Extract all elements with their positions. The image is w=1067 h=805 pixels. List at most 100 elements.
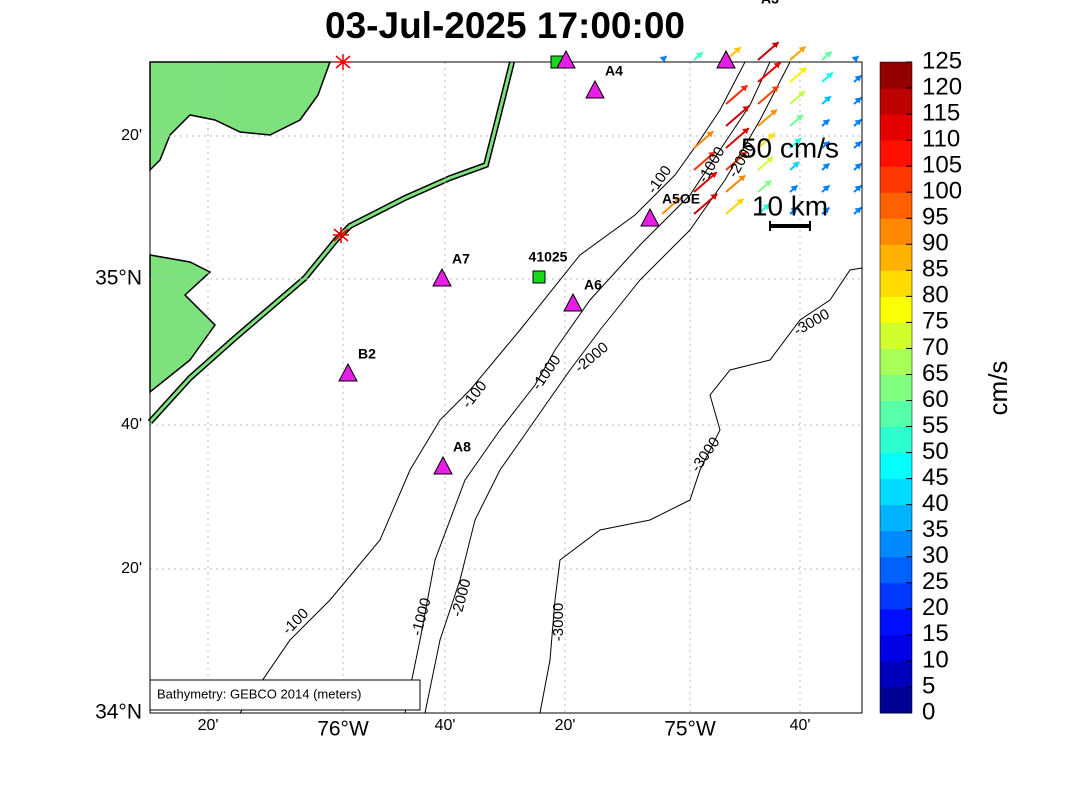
colorbar-segment xyxy=(880,608,912,636)
colorbar-tick-label: 115 xyxy=(922,99,960,126)
vector-head xyxy=(773,62,781,69)
x-tick-label: 20' xyxy=(198,717,219,734)
vector-head xyxy=(798,46,806,53)
y-tick-label: 35°N xyxy=(95,267,142,290)
buoy-marker xyxy=(532,270,546,284)
station-marker xyxy=(640,207,660,227)
contour-label: -3000 xyxy=(550,603,567,641)
colorbar-tick-label: 20 xyxy=(922,594,949,621)
map-area xyxy=(150,62,862,713)
markers xyxy=(333,49,576,243)
colorbar-tick-label: 15 xyxy=(922,620,949,647)
vector-head xyxy=(794,138,802,145)
distance-scale: 10 km xyxy=(752,190,828,221)
title: 03-Jul-2025 17:00:00 xyxy=(325,5,685,46)
vector-head xyxy=(710,193,718,200)
colorbar-tick-label: 65 xyxy=(922,360,949,387)
colorbar-tick-label: 95 xyxy=(922,204,949,231)
station-marker xyxy=(563,292,583,312)
current-vectors xyxy=(659,41,863,215)
vector-head xyxy=(706,131,714,138)
colorbar-label: cm/s xyxy=(983,361,1013,416)
colorbar-segment xyxy=(880,218,912,245)
colorbar-segment xyxy=(880,556,912,584)
vector-head xyxy=(762,204,770,211)
vector-head xyxy=(768,133,776,140)
vector-head xyxy=(822,207,830,214)
vector-head xyxy=(764,180,772,187)
x-tick-label: 40' xyxy=(790,717,811,734)
note-box xyxy=(149,679,421,711)
station-marker xyxy=(716,49,736,69)
vector-head xyxy=(792,161,800,168)
station-label: A8 xyxy=(453,439,471,455)
x-tick-label: 75°W xyxy=(664,718,716,741)
vector-head xyxy=(854,141,862,148)
colorbar-tick-label: 0 xyxy=(922,698,935,725)
colorbar-tick-label: 110 xyxy=(922,125,960,152)
x-tick-label: 40' xyxy=(435,717,456,734)
vector-head xyxy=(659,56,667,63)
station-label: A5OE xyxy=(662,191,700,207)
vector-head xyxy=(790,207,798,214)
vector-head xyxy=(822,163,830,170)
y-tick-label: 34°N xyxy=(95,701,142,724)
vector-head xyxy=(769,109,777,116)
colorbar-tick-label: 100 xyxy=(922,178,962,205)
velocity-scale: 50 cm/s xyxy=(741,132,839,163)
colorbar-segment xyxy=(880,88,912,115)
vector-head xyxy=(771,42,779,49)
x-tick-label: 76°W xyxy=(317,718,369,741)
vector-head xyxy=(799,67,807,74)
colorbar-segment xyxy=(880,530,912,558)
colorbar-segment xyxy=(880,634,912,662)
colorbar-segment xyxy=(880,582,912,610)
colorbar-tick-label: 10 xyxy=(922,646,949,673)
vector-head xyxy=(695,52,703,59)
vector-head xyxy=(771,86,779,93)
vector-head xyxy=(825,72,833,79)
vector-head xyxy=(738,175,746,182)
vector-head xyxy=(854,185,862,192)
vector-head xyxy=(733,47,741,54)
colorbar-segment xyxy=(880,686,912,714)
vector-head xyxy=(742,105,750,112)
colorbar-segment xyxy=(880,348,912,375)
station-marker xyxy=(432,267,452,287)
station-label: A7 xyxy=(452,251,470,267)
graticule xyxy=(150,62,862,713)
colorbar-tick-label: 90 xyxy=(922,230,949,257)
station-label: B2 xyxy=(358,346,376,362)
vector-head xyxy=(740,151,748,158)
station-marker xyxy=(338,362,358,382)
vector-head xyxy=(822,141,830,148)
colorbar-tick-label: 45 xyxy=(922,464,949,491)
colorbar-tick-label: 5 xyxy=(922,672,935,699)
station-marker xyxy=(585,79,605,99)
vector-head xyxy=(740,85,748,92)
vector-head xyxy=(823,96,831,103)
colorbar-segment xyxy=(880,140,912,167)
vector-head xyxy=(797,91,805,98)
vector-head xyxy=(708,151,716,158)
station-label: A3 xyxy=(761,0,779,7)
colorbar-tick-label: 50 xyxy=(922,438,949,465)
y-tick-label: 20' xyxy=(121,127,142,144)
colorbar-tick-label: 105 xyxy=(922,152,962,179)
vector-head xyxy=(673,197,681,204)
colorbar-tick-label: 70 xyxy=(922,334,949,361)
colorbar-segment xyxy=(880,270,912,297)
vector-head xyxy=(741,128,749,135)
vector-head xyxy=(766,156,774,163)
colorbar-tick-label: 30 xyxy=(922,542,949,569)
colorbar-segment xyxy=(880,452,912,480)
vector-head xyxy=(824,51,832,58)
vector-head xyxy=(854,119,862,126)
vector-head xyxy=(796,114,803,121)
vector-head xyxy=(854,97,862,104)
colorbar-segment xyxy=(880,478,912,506)
station-label: 41025 xyxy=(529,249,568,265)
colorbar-segment xyxy=(880,426,912,454)
vector-head xyxy=(851,56,859,63)
